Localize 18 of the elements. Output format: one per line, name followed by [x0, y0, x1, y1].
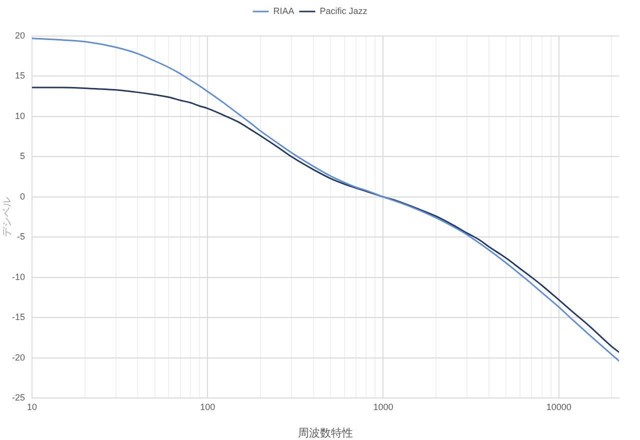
y-tick-label: 20 [14, 30, 25, 40]
y-tick-label: 10 [14, 110, 25, 121]
y-axis-title: デシベル [2, 197, 13, 237]
x-tick-label: 10000 [546, 402, 572, 412]
y-tick-label: 0 [20, 191, 25, 202]
x-axis-title: 周波数特性 [298, 426, 353, 440]
y-tick-label: -25 [12, 392, 25, 402]
y-tick-label: -5 [16, 232, 25, 242]
legend-label: Pacific Jazz [320, 6, 368, 16]
y-tick-label: 15 [14, 70, 25, 81]
x-tick-label: 10 [26, 402, 38, 412]
y-tick-label: -20 [12, 352, 25, 362]
legend-label: RIAA [273, 6, 294, 16]
y-tick-label: -15 [12, 312, 25, 322]
y-tick-label: -10 [12, 272, 25, 282]
y-tick-label: 5 [20, 151, 25, 162]
x-tick-label: 100 [200, 402, 216, 412]
x-tick-label: 1000 [373, 402, 394, 412]
